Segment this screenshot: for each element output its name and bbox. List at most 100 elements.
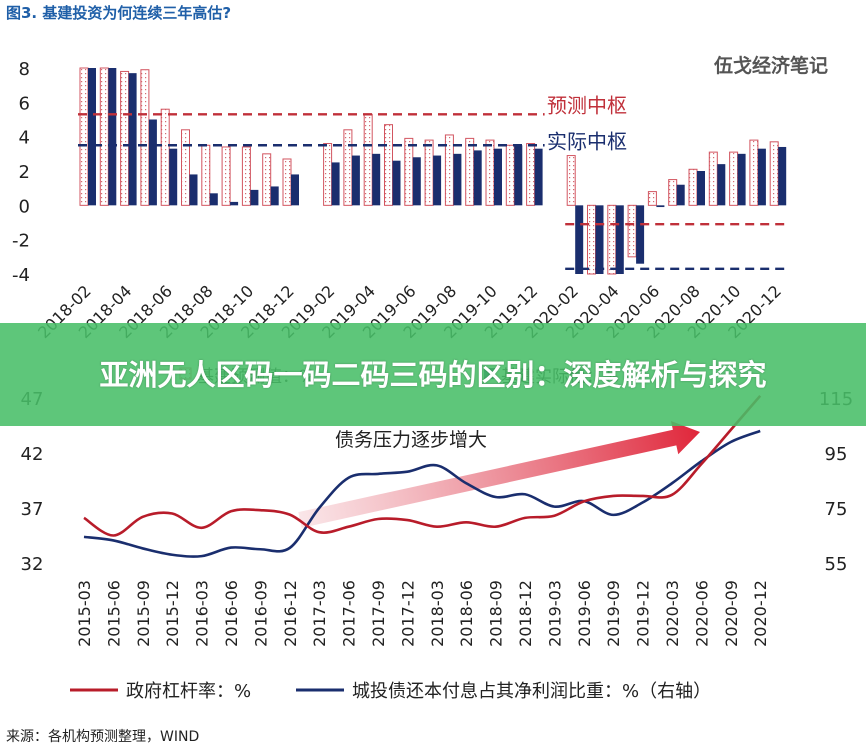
x-tick-label: 2018-12 xyxy=(516,580,535,647)
predicted-bar xyxy=(526,143,536,206)
reference-label: 预测中枢 xyxy=(547,93,627,117)
actual-bar xyxy=(514,145,523,206)
actual-bar xyxy=(433,155,442,206)
y-tick-label: 6 xyxy=(19,93,30,114)
actual-bar xyxy=(250,189,259,206)
actual-bar xyxy=(88,68,96,206)
predicted-bar xyxy=(201,144,211,206)
x-tick-label: 2020-12 xyxy=(751,580,770,647)
figure-title: 图3. 基建投资为何连续三年高估? xyxy=(6,4,232,22)
actual-bar xyxy=(717,164,726,206)
x-tick-label: 2017-12 xyxy=(398,580,417,647)
predicted-bar xyxy=(749,139,759,206)
y-right-tick-label: 75 xyxy=(825,499,848,520)
y-left-tick-label: 42 xyxy=(21,444,44,465)
x-tick-label: 2017-09 xyxy=(369,580,388,647)
predicted-bar xyxy=(424,139,434,206)
x-tick-label: 2018-03 xyxy=(428,580,447,647)
actual-bar xyxy=(676,184,685,206)
predicted-bar xyxy=(708,151,718,206)
x-tick-label: 2017-06 xyxy=(340,580,359,647)
actual-bar xyxy=(351,155,360,206)
x-tick-label: 2018-06 xyxy=(457,580,476,647)
predicted-bar xyxy=(99,67,109,206)
x-tick-label: 2015-12 xyxy=(163,580,182,647)
actual-bar xyxy=(169,148,178,206)
predicted-bar xyxy=(323,143,333,206)
actual-bar xyxy=(189,174,198,206)
predicted-bar xyxy=(343,129,353,206)
banner-title: 亚洲无人区码一码二码三码的区别：深度解析与探究 xyxy=(99,357,767,392)
annotation-text: 债务压力逐步增大 xyxy=(335,429,487,451)
predicted-bar xyxy=(160,108,170,206)
y-tick-label: 2 xyxy=(19,162,30,183)
x-tick-label: 2019-06 xyxy=(575,580,594,647)
y-right-tick-label: 55 xyxy=(825,554,848,575)
predicted-bar xyxy=(465,137,475,206)
predicted-bar xyxy=(241,146,251,206)
y-right-tick-label: 95 xyxy=(825,444,848,465)
line-chart: 47423732115957555债务压力逐步增大2015-032015-062… xyxy=(21,389,854,702)
predicted-bar xyxy=(262,153,272,206)
predicted-bar xyxy=(587,204,596,275)
trend-arrow-shape xyxy=(298,420,700,528)
x-tick-label: 2016-06 xyxy=(222,580,241,647)
actual-bar xyxy=(372,153,381,206)
y-left-tick-label: 37 xyxy=(21,499,44,520)
x-tick-label: 2019-12 xyxy=(634,580,653,647)
predicted-bar xyxy=(384,124,393,206)
x-tick-label: 2020-06 xyxy=(692,580,711,647)
x-tick-label: 2016-03 xyxy=(193,580,212,647)
x-tick-label: 2019-09 xyxy=(604,580,623,647)
predicted-bar xyxy=(769,141,779,206)
x-tick-label: 2016-12 xyxy=(281,580,300,647)
x-tick-label: 2017-03 xyxy=(310,580,329,647)
predicted-bar xyxy=(181,129,190,206)
predicted-bar xyxy=(485,139,495,206)
actual-bar xyxy=(331,162,340,206)
series-line-leverage xyxy=(83,394,762,537)
actual-bar xyxy=(778,146,787,206)
x-tick-label: 2018-09 xyxy=(487,580,506,647)
actual-bar xyxy=(230,201,239,206)
predicted-bar xyxy=(282,158,292,206)
x-tick-label: 2020-03 xyxy=(663,580,682,647)
predicted-bar xyxy=(505,144,515,206)
actual-bar xyxy=(534,148,543,206)
actual-bar xyxy=(615,205,624,274)
actual-bar xyxy=(575,205,584,274)
actual-bar xyxy=(270,186,279,206)
y-tick-label: 8 xyxy=(19,59,30,80)
title-banner: 亚洲无人区码一码二码三码的区别：深度解析与探究 xyxy=(0,323,866,426)
source-note: 来源：各机构预测整理，WIND xyxy=(6,729,200,745)
x-tick-label: 2015-09 xyxy=(134,580,153,647)
reference-label: 实际中枢 xyxy=(547,129,627,153)
trend-arrow xyxy=(298,420,700,528)
actual-bar xyxy=(595,205,604,274)
y-left-tick-label: 32 xyxy=(21,554,44,575)
predicted-bar xyxy=(627,204,637,258)
y-tick-label: -4 xyxy=(12,265,30,286)
legend-label: 城投债还本付息占其净利润比重：%（右轴） xyxy=(352,681,711,702)
x-tick-label: 2016-09 xyxy=(251,580,270,647)
watermark-text: 伍戈经济笔记 xyxy=(713,54,828,77)
predicted-bar xyxy=(404,137,414,206)
actual-bar xyxy=(291,174,299,206)
predicted-bar xyxy=(668,179,678,206)
actual-bar xyxy=(209,193,218,206)
y-tick-label: 4 xyxy=(19,128,30,149)
actual-bar xyxy=(392,160,401,206)
actual-bar xyxy=(473,150,482,206)
actual-bar xyxy=(453,153,462,206)
y-tick-label: -2 xyxy=(12,231,30,252)
actual-bar xyxy=(737,153,746,206)
predicted-bar xyxy=(729,151,739,206)
actual-bar xyxy=(412,157,421,206)
legend-label: 政府杠杆率：% xyxy=(126,681,251,702)
actual-bar xyxy=(656,205,665,208)
predicted-bar xyxy=(221,146,231,206)
predicted-bar xyxy=(566,155,576,206)
actual-bar xyxy=(148,119,157,206)
predicted-bar xyxy=(607,204,617,275)
actual-bar xyxy=(636,205,645,264)
